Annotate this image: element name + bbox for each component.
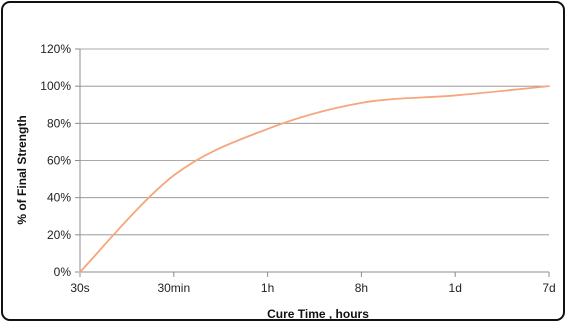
x-tick-label: 1d [449, 281, 462, 295]
y-axis-title: % of Final Strength [15, 115, 29, 224]
gridlines [75, 48, 549, 273]
x-tick-label: 7d [542, 281, 555, 295]
x-tick-label: 30min [157, 281, 190, 295]
y-tick-label: 60% [47, 154, 71, 168]
x-tick-label: 1h [261, 281, 274, 295]
series-group [79, 85, 550, 273]
y-tick-label: 120% [40, 42, 71, 56]
y-tick-label: 40% [47, 191, 71, 205]
y-tick-label: 100% [40, 79, 71, 93]
chart-frame [1, 1, 565, 321]
y-tick-labels: 0% 20% 40% 60% 80% 100% 120% [40, 42, 71, 279]
y-tick-label: 0% [54, 265, 72, 279]
x-tick-label: 8h [355, 281, 368, 295]
x-tick-labels: 30s 30min 1h 8h 1d 7d [70, 281, 555, 295]
x-tick-label: 30s [70, 281, 89, 295]
x-axis-title: Cure Time , hours [267, 307, 369, 321]
y-tick-label: 20% [47, 228, 71, 242]
axes [79, 49, 550, 277]
series-line-0 [79, 85, 550, 273]
y-tick-label: 80% [47, 116, 71, 130]
